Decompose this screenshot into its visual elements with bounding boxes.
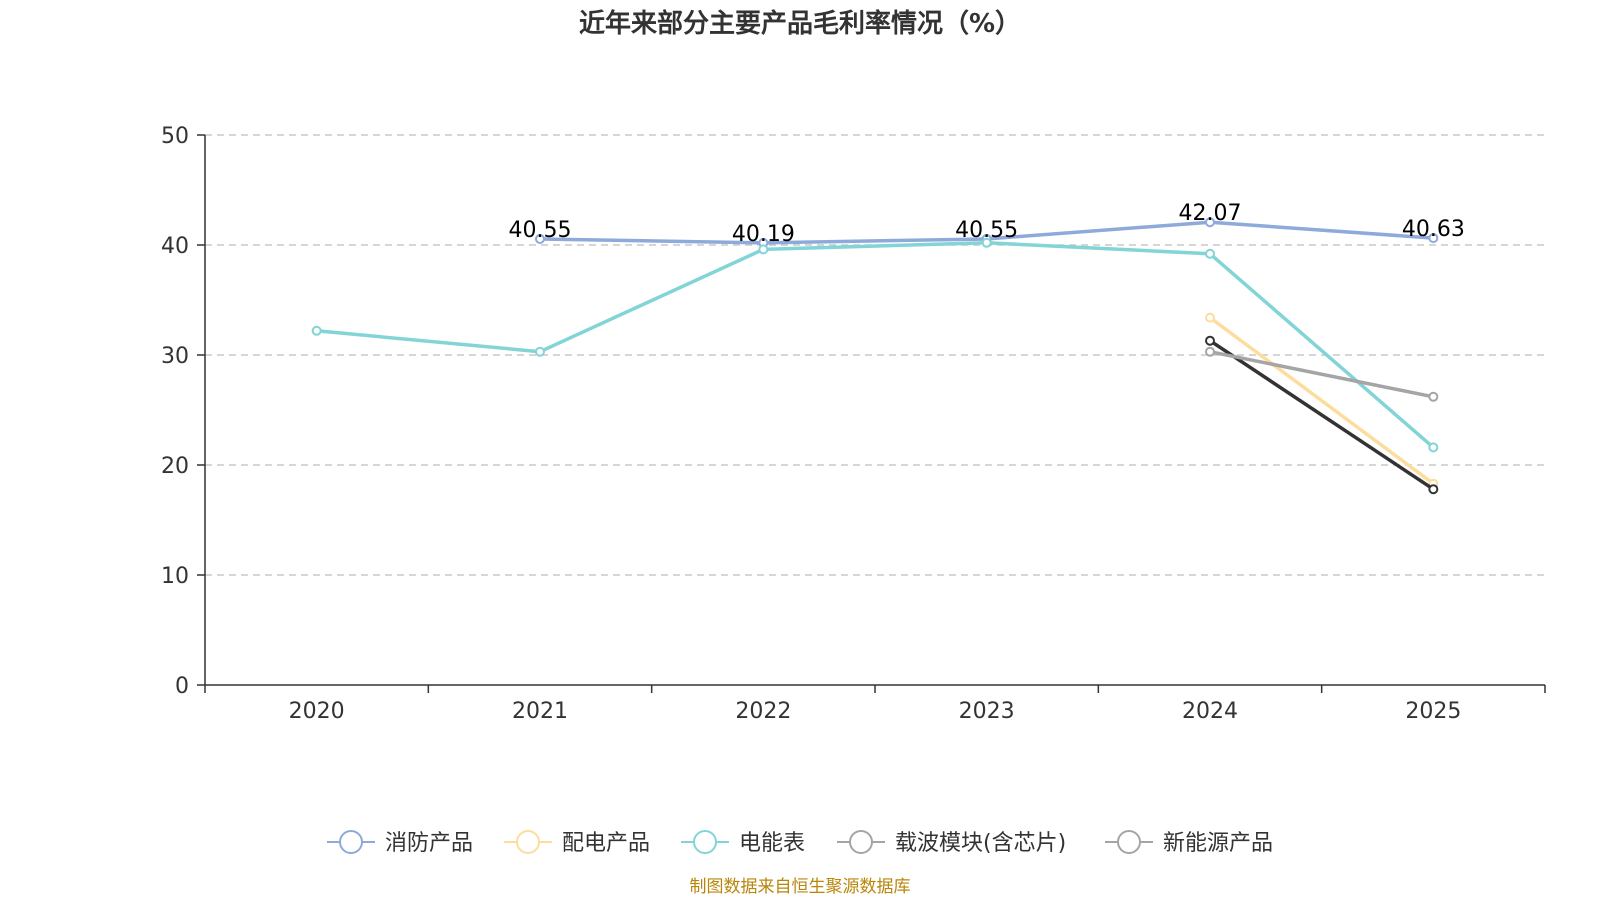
legend: 消防产品 配电产品 电能表 载波模块(含芯片) 新能源产品 bbox=[327, 830, 1273, 856]
data-point bbox=[311, 325, 322, 336]
series-line-3 bbox=[1209, 339, 1435, 491]
y-tick-label: 10 bbox=[161, 564, 189, 589]
x-tick-label: 2023 bbox=[959, 699, 1015, 724]
series-lines bbox=[311, 217, 1439, 495]
data-point bbox=[1428, 233, 1439, 244]
data-point bbox=[1428, 442, 1439, 453]
data-label: 42.07 bbox=[1179, 201, 1242, 226]
data-label: 40.55 bbox=[509, 218, 572, 243]
data-point bbox=[1428, 484, 1439, 495]
legend-item: 配电产品 bbox=[504, 830, 650, 856]
data-point bbox=[981, 237, 992, 248]
legend-item: 电能表 bbox=[681, 830, 805, 856]
data-point bbox=[1428, 391, 1439, 402]
x-tick-label: 2025 bbox=[1405, 699, 1461, 724]
data-label: 40.63 bbox=[1402, 217, 1465, 242]
legend-item: 消防产品 bbox=[327, 830, 473, 856]
y-tick-label: 50 bbox=[161, 124, 189, 149]
data-point bbox=[1205, 312, 1215, 323]
y-tick-label: 0 bbox=[175, 674, 189, 699]
data-point bbox=[1205, 335, 1215, 346]
y-tick-label: 20 bbox=[161, 454, 189, 479]
legend-circle-icon bbox=[516, 830, 540, 854]
legend-label: 电能表 bbox=[739, 831, 805, 856]
legend-label: 消防产品 bbox=[385, 831, 473, 856]
chart-title: 近年来部分主要产品毛利率情况（%） bbox=[579, 8, 1021, 39]
y-tick-label: 30 bbox=[161, 344, 189, 369]
data-point bbox=[535, 233, 545, 244]
data-label: 40.19 bbox=[732, 222, 795, 247]
legend-label: 载波模块(含芯片) bbox=[895, 831, 1066, 856]
data-point bbox=[758, 244, 769, 255]
legend-circle-icon bbox=[339, 830, 363, 854]
legend-label: 配电产品 bbox=[562, 831, 650, 856]
legend-item: 新能源产品 bbox=[1105, 830, 1273, 856]
legend-label: 新能源产品 bbox=[1163, 831, 1273, 856]
axes: 0 10 20 30 40 50 2020 2021 2022 2023 2024 2025 bbox=[161, 124, 1546, 724]
data-label: 40.55 bbox=[955, 218, 1018, 243]
legend-circle-icon bbox=[1117, 830, 1141, 854]
x-tick-label: 2024 bbox=[1182, 699, 1238, 724]
data-point bbox=[535, 346, 545, 357]
series-line-2 bbox=[316, 241, 1435, 449]
series-line-1 bbox=[1208, 316, 1435, 486]
legend-circle-icon bbox=[849, 830, 873, 854]
x-tick-label: 2021 bbox=[512, 699, 568, 724]
data-point bbox=[1205, 217, 1215, 228]
series-line-4 bbox=[1209, 349, 1434, 399]
grid-lines bbox=[205, 134, 1545, 576]
data-labels: 40.55 40.19 40.55 42.07 40.63 bbox=[509, 201, 1465, 247]
source-note: 制图数据来自恒生聚源数据库 bbox=[690, 877, 911, 897]
x-tick-label: 2022 bbox=[735, 699, 791, 724]
data-point bbox=[1205, 346, 1215, 357]
y-tick-label: 40 bbox=[161, 234, 189, 259]
legend-item: 载波模块(含芯片) bbox=[837, 830, 1066, 856]
data-point bbox=[1205, 248, 1215, 259]
legend-circle-icon bbox=[693, 830, 717, 854]
x-tick-label: 2020 bbox=[289, 699, 345, 724]
